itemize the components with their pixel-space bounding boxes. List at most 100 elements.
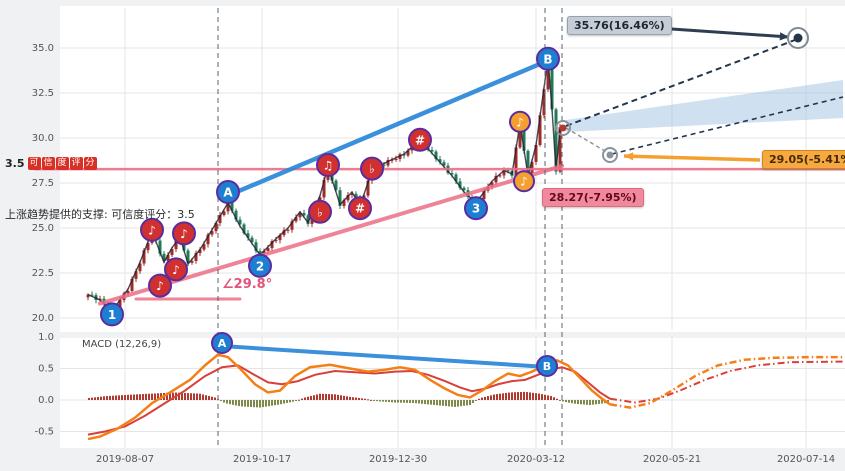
macd-histogram-bar (262, 400, 264, 408)
macd-histogram-bar (199, 393, 201, 400)
macd-histogram-bar (169, 392, 171, 400)
candle-body (254, 242, 258, 252)
candle-body (306, 215, 310, 224)
macd-histogram-bar (346, 396, 348, 400)
note-orange-1-glyph: ♪ (516, 115, 524, 129)
macd-histogram-bar (520, 391, 522, 400)
macd-histogram-bar (496, 394, 498, 400)
macd-histogram-bar (157, 393, 159, 400)
macd-histogram-bar (373, 400, 375, 401)
macd-histogram-bar (433, 400, 435, 405)
x-axis-tick-label: 2020-05-21 (643, 454, 701, 465)
candle-body (342, 200, 346, 206)
macd-point-A[interactable] (211, 332, 233, 354)
macd-histogram-bar (460, 400, 462, 407)
candle-body (166, 255, 170, 261)
sharp-2[interactable] (408, 127, 432, 152)
macd-histogram-bar (505, 392, 507, 400)
macd-histogram-bar (589, 400, 591, 406)
point-3[interactable] (464, 196, 488, 221)
candle-body (286, 229, 290, 231)
macd-histogram-bar (208, 395, 210, 400)
note-orange-2-glyph: ♪ (520, 175, 528, 189)
note-4[interactable] (172, 221, 196, 246)
macd-histogram-bar (298, 399, 300, 401)
macd-histogram-bar (442, 400, 444, 406)
sharp-1[interactable] (348, 196, 372, 221)
candle-body (246, 233, 250, 238)
macd-histogram-bar (340, 395, 342, 400)
candle-body (230, 201, 234, 211)
macd-histogram-bar (139, 394, 141, 400)
macd-histogram-bar (445, 400, 447, 407)
note-1[interactable] (140, 217, 164, 242)
note-5-glyph: ♫ (323, 159, 334, 173)
macd-histogram-bar (322, 393, 324, 400)
note-3-glyph: ♪ (172, 263, 180, 277)
candle-body (514, 147, 518, 176)
candle-body (482, 190, 486, 200)
macd-histogram-bar (211, 396, 213, 400)
macd-histogram-bar (577, 400, 579, 405)
macd-histogram-bar (550, 396, 552, 400)
macd-histogram-bar (529, 392, 531, 400)
target-price-label[interactable]: 35.76(16.46%) (567, 16, 672, 35)
macd-histogram-bar (292, 400, 294, 402)
flat-2[interactable] (360, 156, 384, 181)
y-axis-tick-label: 35.0 (32, 43, 54, 54)
macd-histogram-bar (526, 392, 528, 400)
point-1[interactable] (100, 302, 124, 327)
note-orange-1[interactable] (509, 110, 531, 133)
macd-histogram-bar (268, 400, 270, 407)
candle-body (490, 182, 494, 187)
candle-body (146, 243, 150, 251)
macd-histogram-bar (499, 393, 501, 400)
macd-histogram-bar (415, 400, 417, 404)
macd-histogram-bar (595, 400, 597, 405)
candle-body (194, 253, 198, 261)
macd-histogram-bar (325, 393, 327, 400)
candle-body (522, 123, 526, 151)
candle-body (322, 179, 326, 198)
candle-body (170, 249, 174, 256)
macd-histogram-bar (205, 395, 207, 400)
point-A[interactable] (216, 180, 240, 204)
candle-body (250, 237, 254, 243)
macd-histogram-bar (562, 400, 564, 402)
x-axis-tick-label: 2019-12-30 (369, 454, 427, 465)
candle-body (186, 250, 190, 263)
macd-histogram-bar (352, 397, 354, 400)
macd-histogram-bar (394, 400, 396, 403)
macd-histogram-bar (379, 400, 381, 402)
candle-body (190, 260, 194, 263)
macd-point-B[interactable] (536, 355, 558, 377)
candle-body (282, 230, 286, 236)
macd-histogram-bar (382, 400, 384, 402)
projection-line-shallow (611, 96, 844, 155)
x-axis-tick-label: 2020-07-14 (777, 454, 835, 465)
note-5[interactable] (316, 153, 340, 177)
flat-1[interactable] (308, 199, 332, 224)
point-2[interactable] (248, 253, 272, 278)
macd-histogram-bar (535, 393, 537, 400)
projection-band (566, 80, 843, 132)
note-2[interactable] (148, 273, 172, 298)
macd-histogram-bar (457, 400, 459, 407)
note-orange-2[interactable] (513, 170, 535, 193)
point-B[interactable] (536, 46, 560, 71)
pattern-zigzag-line (87, 58, 561, 312)
flat-1-glyph: ♭ (317, 205, 323, 219)
note-3[interactable] (164, 257, 188, 282)
candle-body (126, 290, 130, 294)
candle-body (382, 164, 386, 166)
support-price-label[interactable]: 28.27(-7.95%) (542, 188, 644, 207)
candle-body (450, 173, 454, 175)
candle-body (458, 181, 462, 188)
confidence-badge-chars: 可信度评分 (27, 157, 97, 170)
projection-price-label[interactable]: 29.05(-5.41%) (762, 150, 845, 169)
target-dot (793, 33, 803, 43)
macd-histogram-bar (124, 394, 126, 400)
macd-histogram-bar (241, 400, 243, 407)
macd-histogram-bar (88, 397, 90, 400)
